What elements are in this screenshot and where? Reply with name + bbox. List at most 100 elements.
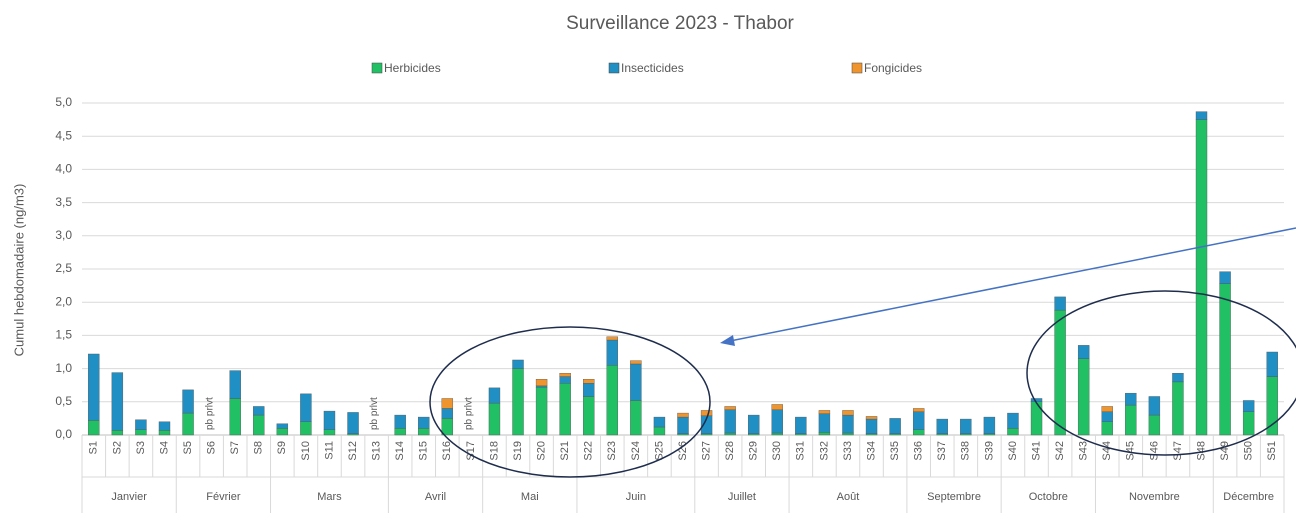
month-label: Septembre (927, 491, 981, 503)
bar-segment (748, 414, 760, 434)
legend-swatch (371, 62, 383, 74)
y-tick-label: 1,5 (55, 328, 72, 342)
bar-segment (983, 416, 996, 434)
month-label: Août (837, 491, 860, 503)
bar-segment (418, 428, 430, 436)
x-tick-label: S31 (795, 441, 807, 461)
month-label: Février (206, 491, 241, 503)
bar-segment (535, 379, 548, 387)
bar-segment (912, 429, 925, 436)
month-label: Janvier (111, 491, 147, 503)
x-tick-label: S24 (630, 441, 642, 461)
bar-segment (559, 376, 571, 384)
x-tick-label: S29 (748, 441, 760, 461)
bar-segment (583, 379, 595, 384)
x-tick-label: S45 (1125, 441, 1137, 461)
bar-segment (795, 416, 807, 434)
y-tick-label: 3,5 (55, 195, 72, 209)
bar-segment (323, 429, 336, 436)
y-axis-label: Cumul hebdomadaire (ng/m3) (11, 184, 26, 357)
bar-segment (488, 387, 501, 404)
bar-segment (1148, 414, 1161, 436)
legend-swatch (608, 62, 620, 74)
bar-segment (182, 412, 194, 436)
bar-segment (630, 360, 642, 365)
x-tick-label: S5 (182, 441, 194, 454)
bar-segment (1219, 283, 1231, 436)
y-tick-label: 2,0 (55, 294, 72, 308)
x-tick-label: S6 (206, 441, 218, 454)
bar-segment (441, 398, 454, 409)
month-label: Avril (425, 491, 446, 503)
bar-segment (865, 416, 878, 420)
x-tick-label: S10 (300, 441, 312, 461)
bar-segment (111, 430, 124, 436)
bar-segment (724, 432, 736, 436)
highlight-ellipse (429, 326, 711, 478)
bar-segment (418, 416, 430, 429)
bar-segment (818, 432, 831, 436)
bar-segment (1195, 111, 1208, 120)
x-tick-label: S41 (1030, 441, 1042, 461)
x-tick-label: S13 (371, 441, 383, 461)
y-tick-label: 1,0 (55, 361, 72, 375)
x-tick-label: S50 (1243, 441, 1255, 461)
bar-segment (677, 412, 689, 418)
x-tick-label: S16 (441, 441, 453, 461)
annotation: pb prlvt (369, 397, 380, 430)
bar-segment (653, 426, 666, 436)
x-tick-label: S22 (583, 441, 595, 461)
bar-segment (1101, 421, 1113, 436)
bar-segment (1172, 381, 1184, 436)
bar-segment (300, 421, 312, 436)
x-tick-label: S8 (253, 441, 265, 454)
legend-label: Insecticides (621, 61, 684, 75)
bar-segment (1172, 373, 1184, 383)
x-tick-label: S40 (1007, 441, 1019, 461)
legend-swatch (851, 62, 863, 74)
x-tick-label: S34 (865, 441, 877, 461)
x-tick-label: S33 (842, 441, 854, 461)
x-tick-label: S20 (535, 441, 547, 461)
bar-segment (1007, 412, 1019, 429)
x-tick-label: S23 (606, 441, 618, 461)
x-tick-label: S39 (983, 441, 995, 461)
bar-segment (394, 428, 406, 436)
x-tick-label: S4 (158, 441, 170, 454)
bar-segment (535, 386, 548, 436)
arrow (729, 227, 1296, 342)
x-tick-label: S21 (559, 441, 571, 461)
bar-segment (1125, 392, 1137, 406)
x-tick-label: S14 (394, 441, 406, 461)
bar-segment (630, 363, 642, 401)
x-tick-label: S2 (111, 441, 123, 454)
bar-segment (1266, 376, 1278, 436)
bar-segment (724, 406, 736, 410)
bar-segment (1077, 358, 1090, 436)
bar-segment (394, 414, 406, 429)
bar-segment (700, 410, 713, 416)
bar-segment (912, 408, 925, 412)
bar-segment (229, 398, 241, 436)
bar-segment (1101, 406, 1113, 412)
annotation: pb prlvt (204, 397, 215, 430)
month-label: Novembre (1129, 491, 1180, 503)
y-tick-label: 0,0 (55, 427, 72, 441)
x-tick-label: S7 (229, 441, 241, 454)
x-tick-label: S15 (418, 441, 430, 461)
bar-segment (865, 418, 878, 434)
bar-segment (1007, 428, 1019, 436)
bar-segment (229, 370, 241, 399)
bar-segment (441, 418, 454, 436)
month-label: Décembre (1223, 491, 1274, 503)
bar-segment (771, 404, 783, 410)
x-tick-label: S47 (1172, 441, 1184, 461)
bar-segment (912, 411, 925, 430)
y-tick-label: 3,0 (55, 228, 72, 242)
bar-segment (1030, 401, 1043, 436)
bar-segment (771, 409, 783, 434)
legend-label: Fongicides (864, 61, 922, 75)
bar-segment (1242, 411, 1255, 436)
x-tick-label: S43 (1078, 441, 1090, 461)
y-tick-label: 2,5 (55, 261, 72, 275)
